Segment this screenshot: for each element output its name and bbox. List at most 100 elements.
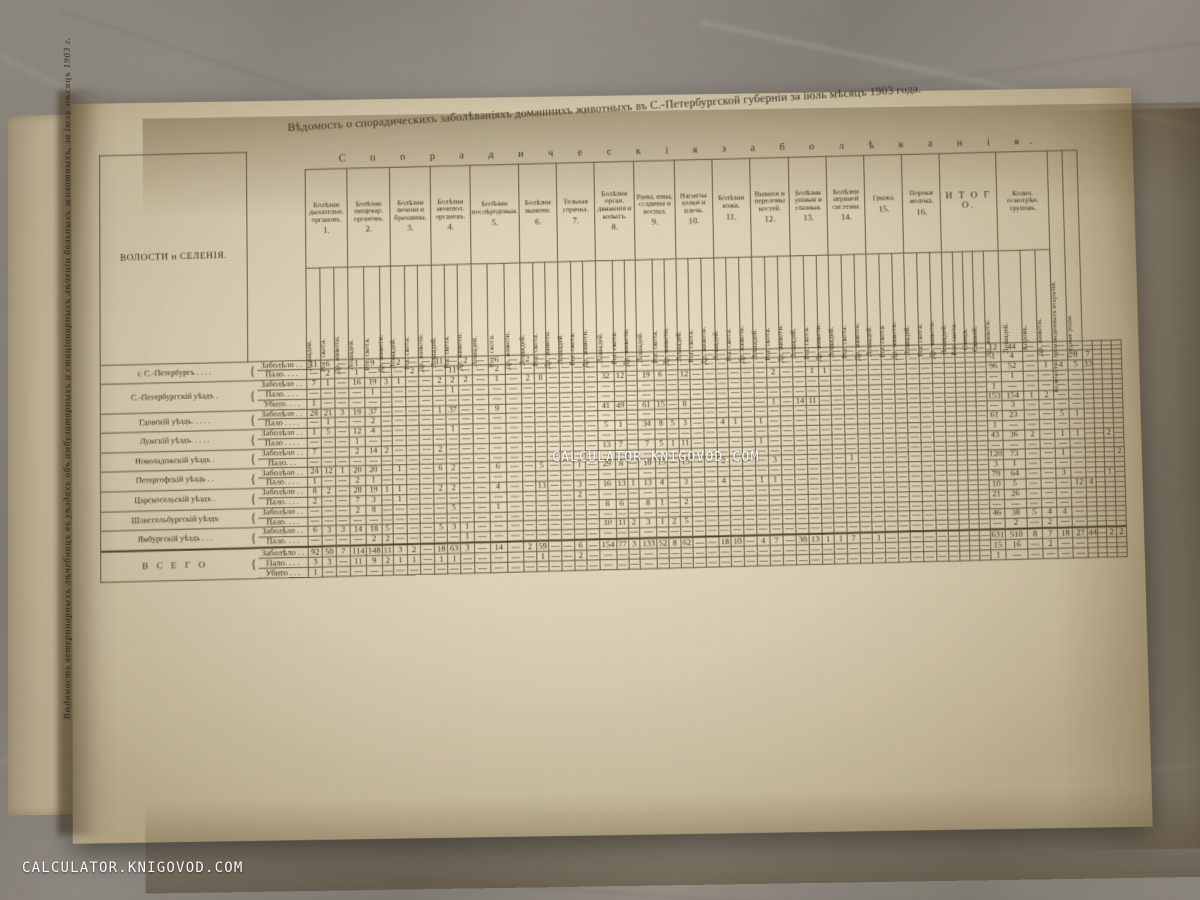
row-brace: { — [248, 527, 259, 549]
cell-disease-13-2: — — [807, 484, 821, 495]
cell-disease-8-2: 7 — [614, 439, 627, 450]
cell-carcass-3: — — [1095, 476, 1106, 487]
cell-autopsy: — — [1106, 515, 1117, 527]
cell-total-4: — — [1041, 478, 1057, 489]
disease-group-header-15: Грыжа. 15. — [864, 154, 904, 254]
cell-disease-13-1: — — [793, 376, 806, 387]
cell-disease-12-2: — — [767, 426, 782, 437]
cell-disease-5-2: 1 — [490, 501, 507, 513]
row-brace: { — [247, 380, 258, 411]
cell-carcass-1: — — [1068, 369, 1084, 380]
cell-disease-10-2: — — [690, 379, 704, 390]
cell-disease-8-2: 6 — [615, 498, 628, 509]
cell-disease-4-1: — — [434, 563, 449, 574]
cell-disease-3-2: — — [406, 494, 421, 505]
cell-total-4: — — [1043, 548, 1059, 559]
cell-disease-10-3: — — [703, 427, 717, 438]
cell-carcass-2: — — [1085, 427, 1095, 439]
cell-disease-3-2: — — [406, 533, 421, 545]
subheader-2-1: Лошадей. — [348, 266, 365, 370]
cell-disease-10-2: — — [690, 389, 704, 400]
cell-disease-13-3: — — [820, 483, 834, 494]
cell-disease-2-1: — — [348, 387, 365, 398]
row-kind-label: Убито . . . — [258, 567, 309, 579]
cell-disease-5-3: — — [507, 561, 525, 572]
cell-carcass-3: — — [1093, 378, 1103, 389]
cell-disease-11-3: — — [743, 524, 757, 536]
cell-disease-3-1: — — [391, 396, 406, 407]
cell-disease-1-1: — — [306, 388, 321, 400]
cell-disease-16-1: — — [907, 422, 921, 433]
cell-hardbirth: — — [1114, 475, 1126, 487]
cell-disease-10-3: — — [706, 556, 720, 567]
cell-disease-5-3: — — [507, 541, 524, 553]
cell-disease-14-3: — — [857, 433, 871, 444]
cell-disease-3-3: — — [420, 493, 435, 504]
cell-disease-7-2: — — [574, 529, 587, 540]
row-brace: { — [247, 361, 257, 381]
cell-disease-16-3: — — [932, 382, 945, 393]
cell-disease-14-2: — — [846, 522, 860, 533]
cell-carcass-1: — — [1069, 418, 1086, 429]
cell-total-1: 43 — [987, 430, 1003, 441]
cell-disease-9-2: — — [657, 557, 670, 569]
cell-disease-4-3: 3 — [460, 542, 475, 554]
disease-group-header-12: Вывихи и переломы костей. 12. — [749, 156, 791, 257]
cell-disease-16-3: — — [933, 431, 947, 442]
cell-disease-3-3: — — [420, 533, 435, 544]
cell-disease-7-2: — — [572, 392, 585, 403]
cell-disease-9-3: — — [668, 496, 681, 508]
cell-disease-3-2: — — [405, 435, 420, 446]
cell-disease-8-3: — — [625, 390, 638, 401]
cell-disease-1-3: — — [335, 495, 350, 507]
table-header: ВОЛОСТИ и СЕЛЕНІЯ. С п о р а д и ч е с к… — [99, 131, 1121, 393]
cell-disease-17-2: — — [956, 430, 967, 442]
cell-disease-4-2: 5 — [447, 503, 461, 514]
cell-disease-8-1: — — [599, 549, 617, 560]
cell-disease-2-1: 11 — [350, 555, 367, 567]
cell-disease-4-2: — — [447, 563, 462, 574]
cell-disease-6-2: 59 — [536, 540, 550, 552]
cell-disease-2-2: — — [364, 397, 381, 408]
cell-disease-5-2: — — [490, 562, 508, 573]
cell-disease-13-2: — — [806, 425, 820, 436]
page-title: Вѣдомость о спорадическихъ заболѣваніяхъ… — [287, 82, 922, 135]
cell-disease-11-2: — — [728, 378, 741, 389]
cell-disease-11-2: — — [729, 427, 742, 438]
cell-disease-8-2: — — [614, 390, 627, 402]
cell-disease-17-2: — — [957, 489, 969, 501]
cell-disease-15-1: — — [869, 374, 882, 385]
cell-disease-3-3: — — [419, 395, 434, 406]
cell-disease-3-1: — — [392, 435, 407, 446]
cell-disease-3-1: 3 — [393, 544, 408, 555]
cell-disease-14-1: — — [833, 483, 847, 494]
cell-disease-3-3: — — [419, 386, 433, 397]
disease-group-header-9: Раны, язвы, ссадины и воспал. 9. — [633, 159, 676, 260]
cell-hardbirth: — — [1116, 545, 1128, 557]
cell-disease-1-2: — — [321, 506, 336, 517]
cell-disease-9-3: — — [667, 428, 679, 439]
cell-disease-13-3: — — [822, 553, 835, 565]
cell-disease-1-3: — — [336, 556, 351, 567]
cell-total-4: — — [1038, 380, 1055, 391]
cell-disease-3-3: — — [420, 543, 435, 555]
cell-disease-6-1: — — [523, 501, 536, 512]
cell-disease-3-1: — — [392, 445, 407, 456]
row-brace: { — [249, 547, 259, 579]
cell-disease-7-3: — — [585, 430, 599, 441]
cell-total-4: 7 — [1042, 527, 1059, 539]
cell-disease-4-3: — — [460, 502, 474, 513]
cell-disease-12-3: — — [779, 377, 794, 388]
cell-disease-2-1: 2 — [349, 505, 366, 516]
cell-disease-5-2: — — [490, 531, 508, 543]
cell-disease-17-1: — — [948, 519, 959, 531]
cell-disease-6-1: — — [521, 393, 535, 404]
cell-disease-13-3: — — [819, 434, 833, 445]
cell-disease-12-1: — — [753, 387, 767, 398]
cell-total-3: — — [1026, 517, 1043, 529]
cell-disease-13-1: — — [794, 425, 807, 436]
cell-disease-10-3: — — [705, 496, 718, 507]
cell-disease-10-3: — — [706, 546, 719, 557]
cell-disease-3-3: — — [420, 503, 435, 514]
cell-disease-13-1: — — [795, 484, 809, 495]
